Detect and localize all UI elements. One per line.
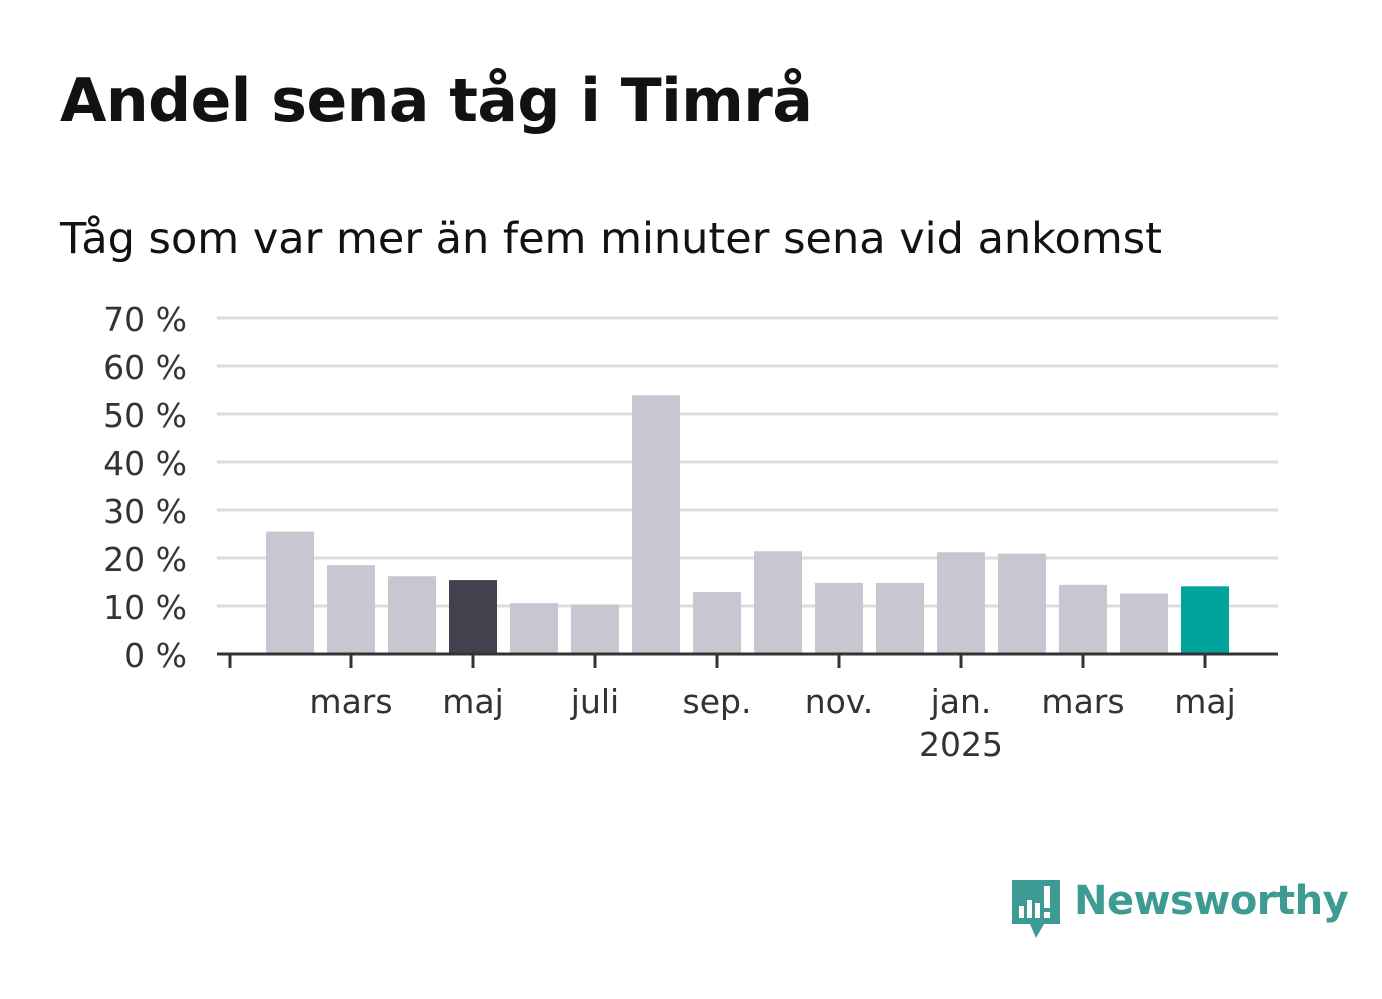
chart-title: Andel sena tåg i Timrå xyxy=(60,66,813,136)
x-tick-label: jan. xyxy=(930,682,992,721)
x-tick-label: maj xyxy=(442,682,504,721)
y-tick-label: 0 % xyxy=(124,636,187,675)
bar-2024-10 xyxy=(754,551,802,654)
bar-2024-08 xyxy=(632,395,680,654)
x-tick-label: sep. xyxy=(683,682,752,721)
y-tick-label: 20 % xyxy=(103,540,187,579)
y-tick-label: 40 % xyxy=(103,444,187,483)
brand-name: Newsworthy xyxy=(1074,878,1349,924)
x-tick-label: nov. xyxy=(805,682,874,721)
y-tick-label: 30 % xyxy=(103,492,187,531)
bar-2024-06 xyxy=(510,603,558,654)
x-tick-sublabel: 2025 xyxy=(919,725,1003,764)
x-tick-label: mars xyxy=(309,682,392,721)
bar-2024-05 xyxy=(449,580,497,654)
bar-2024-02 xyxy=(266,531,314,654)
x-tick-label: maj xyxy=(1174,682,1236,721)
bar-2025-02 xyxy=(998,553,1046,654)
bar-2025-04 xyxy=(1120,593,1168,654)
x-tick-label: mars xyxy=(1041,682,1124,721)
bar-2024-11 xyxy=(815,582,863,654)
bar-2025-01 xyxy=(937,552,985,654)
bar-2024-12 xyxy=(876,582,924,654)
brand-logo: Newsworthy xyxy=(1010,878,1349,940)
x-tick-label: juli xyxy=(570,682,619,721)
bar-2024-03 xyxy=(327,565,375,654)
bar-2025-03 xyxy=(1059,584,1107,654)
bar-2024-04 xyxy=(388,576,436,654)
y-tick-label: 70 % xyxy=(103,300,187,339)
bar-2024-09 xyxy=(693,592,741,654)
chart-subtitle: Tåg som var mer än fem minuter sena vid … xyxy=(60,214,1163,264)
newsworthy-logo-icon xyxy=(1012,880,1060,938)
bar-2024-07 xyxy=(571,604,619,654)
y-tick-label: 50 % xyxy=(103,396,187,435)
bar-2025-05 xyxy=(1181,586,1229,654)
y-tick-label: 10 % xyxy=(103,588,187,627)
y-tick-label: 60 % xyxy=(103,348,187,387)
